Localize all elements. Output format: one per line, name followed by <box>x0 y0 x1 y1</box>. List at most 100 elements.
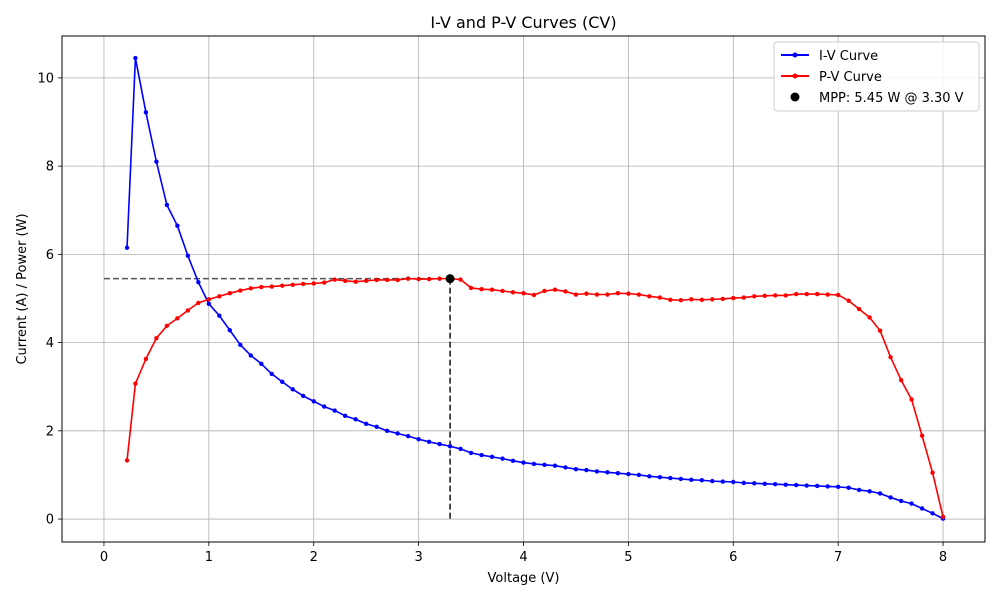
pv-point <box>374 277 379 283</box>
pv-point <box>238 288 243 293</box>
pv-point <box>217 294 222 299</box>
iv-point <box>898 498 904 504</box>
pv-point <box>164 323 170 329</box>
iv-point <box>773 482 778 487</box>
iv-point <box>699 478 705 483</box>
pv-point <box>510 290 516 295</box>
x-tick-label: 1 <box>205 550 213 565</box>
pv-point <box>689 297 694 302</box>
iv-point <box>384 428 390 434</box>
pv-point <box>898 377 904 383</box>
iv-point <box>175 223 180 228</box>
pv-point <box>563 289 568 294</box>
iv-point <box>626 471 631 477</box>
iv-point <box>930 511 935 516</box>
iv-point <box>867 489 872 494</box>
iv-point <box>332 408 337 413</box>
pv-point <box>877 328 883 333</box>
pv-point <box>479 287 484 292</box>
iv-point <box>196 279 201 285</box>
pv-point <box>720 296 725 302</box>
pv-point <box>468 285 474 291</box>
y-tick-label: 10 <box>37 71 54 86</box>
pv-point <box>248 286 253 291</box>
pv-point <box>825 292 830 297</box>
x-tick-label: 6 <box>729 550 737 565</box>
iv-point <box>636 472 642 478</box>
iv-point <box>877 491 883 496</box>
axis-ticks: 0 1 2 3 4 5 6 7 8 0 2 4 6 8 10 <box>37 71 947 565</box>
pv-point <box>384 277 390 283</box>
x-tick-label: 2 <box>310 550 318 565</box>
pv-point <box>605 292 610 297</box>
iv-point <box>238 342 243 348</box>
pv-point <box>405 276 411 281</box>
pv-point <box>269 284 274 289</box>
iv-point <box>301 393 306 399</box>
pv-point <box>552 287 558 292</box>
pv-point <box>437 276 442 281</box>
mpp-reference-lines <box>103 277 451 520</box>
pv-point <box>783 293 788 298</box>
pv-point <box>741 295 746 300</box>
iv-point <box>374 424 379 430</box>
pv-point <box>185 308 191 313</box>
iv-point <box>227 328 233 333</box>
iv-point <box>605 470 610 475</box>
iv-point <box>500 456 505 461</box>
iv-point <box>311 399 316 404</box>
pv-point <box>647 294 652 299</box>
iv-point <box>720 479 725 484</box>
iv-point <box>794 482 799 488</box>
pv-point <box>594 292 600 297</box>
iv-point <box>458 446 463 452</box>
pv-point <box>584 291 589 296</box>
iv-point <box>154 159 159 164</box>
pv-point <box>175 316 180 321</box>
legend-iv-marker <box>792 52 798 58</box>
iv-point <box>259 361 264 366</box>
iv-point <box>416 437 421 442</box>
pv-point <box>363 278 369 284</box>
iv-point <box>206 301 212 306</box>
iv-point <box>426 439 432 445</box>
pv-point <box>867 315 872 320</box>
iv-point <box>594 469 600 474</box>
pv-point <box>227 290 233 296</box>
pv-point <box>657 295 663 300</box>
iv-point <box>804 483 809 488</box>
y-tick-label: 0 <box>46 513 54 528</box>
legend-mpp-marker <box>790 92 800 102</box>
iv-point <box>342 413 348 419</box>
iv-point <box>657 474 663 480</box>
iv-point <box>909 501 914 506</box>
iv-point <box>395 431 400 436</box>
pv-point <box>636 292 642 297</box>
y-tick-label: 4 <box>46 336 54 351</box>
pv-point <box>531 292 537 298</box>
pv-point <box>290 282 295 288</box>
iv-point <box>919 506 925 511</box>
x-tick-label: 4 <box>519 550 527 565</box>
pv-point <box>626 291 631 296</box>
pv-point <box>615 290 621 296</box>
iv-point <box>814 483 820 489</box>
iv-point <box>363 421 369 426</box>
iv-point <box>731 479 736 485</box>
pv-point <box>762 293 767 299</box>
iv-point <box>248 353 253 358</box>
iv-point <box>762 481 767 486</box>
pv-point <box>710 297 715 302</box>
iv-point <box>521 460 526 465</box>
iv-point <box>489 454 495 460</box>
iv-point <box>133 55 138 61</box>
iv-point <box>479 452 484 458</box>
iv-point <box>185 253 191 258</box>
pv-point <box>332 277 337 282</box>
iv-point <box>856 487 862 493</box>
iv-point <box>510 458 516 464</box>
pv-point <box>773 293 778 298</box>
pv-point <box>940 514 946 520</box>
iv-point <box>888 495 893 500</box>
pv-point <box>322 280 327 285</box>
